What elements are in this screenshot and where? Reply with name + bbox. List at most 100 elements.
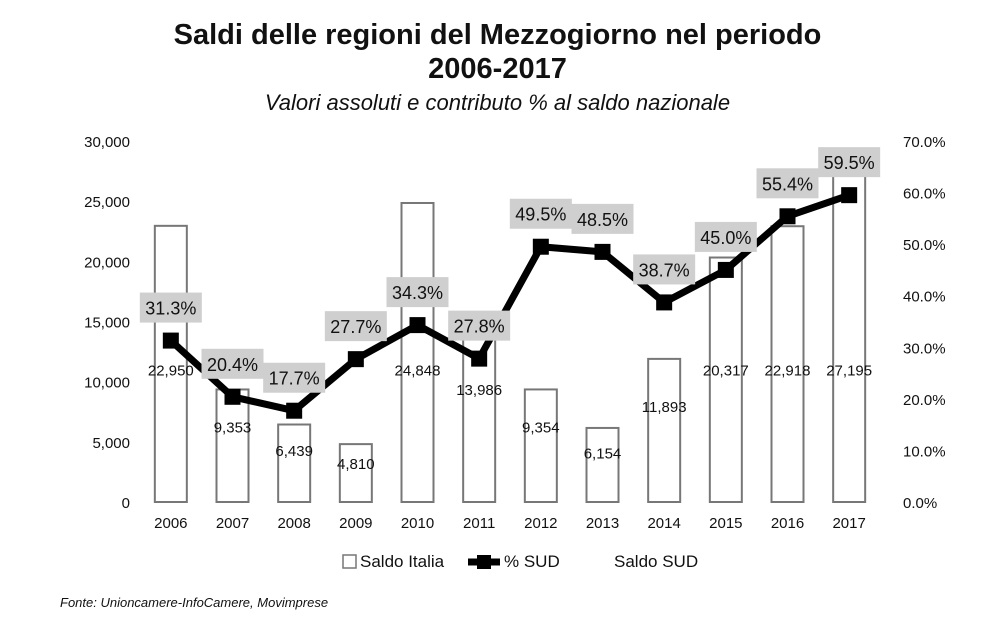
line-data-label: 27.7% bbox=[330, 317, 381, 337]
x-axis-tick-label: 2014 bbox=[647, 515, 680, 532]
bar bbox=[338, 443, 373, 503]
source-note: Fonte: Unioncamere-InfoCamere, Movimpres… bbox=[60, 595, 329, 610]
bar-data-label: 4,810 bbox=[337, 456, 375, 473]
line-label-box bbox=[448, 310, 511, 341]
right-axis: 0.0% 10.0% 20.0% 30.0% 40.0% 50.0% 60.0% 70.0% bbox=[903, 134, 946, 512]
chart-subtitle: Valori assoluti e contributo % al saldo … bbox=[264, 90, 731, 115]
bar-data-label: 13,986 bbox=[456, 382, 502, 399]
line-marker bbox=[347, 351, 364, 368]
line-marker bbox=[717, 261, 734, 278]
line-data-label: 20.4% bbox=[207, 355, 258, 375]
bar-data-label: 6,439 bbox=[275, 443, 313, 460]
bar-data-label: 22,918 bbox=[765, 362, 811, 379]
bar-data-label: 9,354 bbox=[522, 420, 560, 437]
bar-data-label: 6,154 bbox=[584, 445, 622, 462]
bar-data-label: 9,353 bbox=[214, 420, 252, 437]
line-data-label: 59.5% bbox=[824, 153, 875, 173]
bar bbox=[832, 173, 867, 503]
line-data-label: 17.7% bbox=[269, 369, 320, 389]
left-axis: 0 5,000 10,000 15,000 20,000 25,000 30,000 bbox=[84, 134, 130, 512]
line-marker bbox=[224, 388, 241, 405]
line-label-box bbox=[263, 362, 326, 393]
line-data-label: 38.7% bbox=[639, 260, 690, 280]
left-axis-tick-label: 0 bbox=[122, 495, 130, 512]
legend-label: % SUD bbox=[504, 552, 560, 571]
line-label-box bbox=[201, 348, 264, 379]
left-axis-tick-label: 15,000 bbox=[84, 315, 130, 332]
legend-swatch-bar bbox=[342, 554, 357, 569]
x-axis-tick-label: 2015 bbox=[709, 515, 742, 532]
bar bbox=[708, 256, 743, 503]
line-label-box bbox=[324, 311, 387, 342]
bar bbox=[523, 388, 558, 503]
bar bbox=[153, 224, 188, 504]
x-axis-tick-label: 2013 bbox=[586, 515, 619, 532]
line-label-box bbox=[756, 168, 819, 199]
x-axis-tick-label: 2006 bbox=[154, 515, 187, 532]
bar-data-label: 20,317 bbox=[703, 362, 749, 379]
line-data-label: 49.5% bbox=[515, 205, 566, 225]
line-data-label: 55.4% bbox=[762, 174, 813, 194]
chart-title: Saldi delle regioni del Mezzogiorno nel … bbox=[0, 18, 995, 86]
right-axis-tick-label: 70.0% bbox=[903, 134, 946, 151]
bar bbox=[585, 426, 620, 503]
line-marker bbox=[656, 294, 673, 311]
right-axis-tick-label: 20.0% bbox=[903, 392, 946, 409]
line-marker bbox=[471, 350, 488, 367]
line-label-box bbox=[139, 292, 202, 323]
bar bbox=[215, 388, 250, 504]
right-axis-tick-label: 50.0% bbox=[903, 237, 946, 254]
line-data-label: 34.3% bbox=[392, 283, 443, 303]
bar bbox=[770, 225, 805, 503]
x-axis-tick-label: 2011 bbox=[463, 515, 495, 532]
line-data-label: 27.8% bbox=[454, 317, 505, 337]
bar bbox=[277, 423, 312, 503]
line-marker bbox=[409, 317, 426, 334]
legend-label: Saldo Italia bbox=[360, 552, 445, 571]
bar bbox=[400, 201, 435, 503]
line-label-box bbox=[571, 203, 634, 234]
left-axis-tick-label: 25,000 bbox=[84, 194, 130, 211]
line-label-box bbox=[509, 198, 572, 229]
line-marker bbox=[532, 238, 549, 255]
left-axis-tick-label: 5,000 bbox=[92, 435, 130, 452]
bar-data-label: 22,950 bbox=[148, 362, 194, 379]
right-axis-tick-label: 10.0% bbox=[903, 443, 946, 460]
right-axis-tick-label: 30.0% bbox=[903, 340, 946, 357]
line-label-box bbox=[386, 277, 449, 308]
line-label-box bbox=[633, 254, 696, 285]
line-marker bbox=[162, 332, 179, 349]
line-marker bbox=[779, 208, 796, 225]
line-series-sud: 31.3% 20.4% 17.7% 27.7% 34.3% 27.8% 49.5% 48.5%… bbox=[139, 147, 881, 419]
bar bbox=[647, 357, 682, 503]
x-axis: 2006 2007 2008 2009 2010 2011 2012 2013 2014 2015… bbox=[154, 515, 866, 532]
bar-data-label: 27,195 bbox=[826, 362, 872, 379]
line-data-label: 31.3% bbox=[145, 299, 196, 319]
line-label-box bbox=[694, 221, 757, 252]
legend: Saldo Italia % SUD Saldo SUD bbox=[342, 552, 698, 571]
bar-data-label: 11,893 bbox=[642, 399, 687, 416]
left-axis-tick-label: 30,000 bbox=[84, 134, 130, 151]
x-axis-tick-label: 2010 bbox=[401, 515, 434, 532]
x-axis-tick-label: 2017 bbox=[832, 515, 865, 532]
right-axis-tick-label: 60.0% bbox=[903, 186, 946, 203]
left-axis-tick-label: 10,000 bbox=[84, 375, 130, 392]
line-label-box bbox=[818, 147, 881, 178]
x-axis-tick-label: 2009 bbox=[339, 515, 372, 532]
bar-data-label: 24,848 bbox=[395, 362, 441, 379]
line-path bbox=[168, 191, 851, 415]
x-axis-tick-label: 2012 bbox=[524, 515, 557, 532]
x-axis-tick-label: 2016 bbox=[771, 515, 804, 532]
left-axis-tick-label: 20,000 bbox=[84, 254, 130, 271]
line-data-label: 48.5% bbox=[577, 210, 628, 230]
legend-label: Saldo SUD bbox=[614, 552, 698, 571]
right-axis-tick-label: 40.0% bbox=[903, 289, 946, 306]
line-marker bbox=[594, 243, 611, 260]
chart-title-line-2: 2006-2017 bbox=[428, 53, 567, 85]
chart-title-line-1: Saldi delle regioni del Mezzogiorno nel … bbox=[173, 19, 822, 51]
line-data-label: 45.0% bbox=[700, 228, 751, 248]
right-axis-tick-label: 0.0% bbox=[903, 495, 937, 512]
bar-series-saldo-italia: 22,950 9,353 6,439 4,810 24,848 13,986 9,354 6,… bbox=[148, 173, 872, 504]
x-axis-tick-label: 2008 bbox=[277, 515, 310, 532]
